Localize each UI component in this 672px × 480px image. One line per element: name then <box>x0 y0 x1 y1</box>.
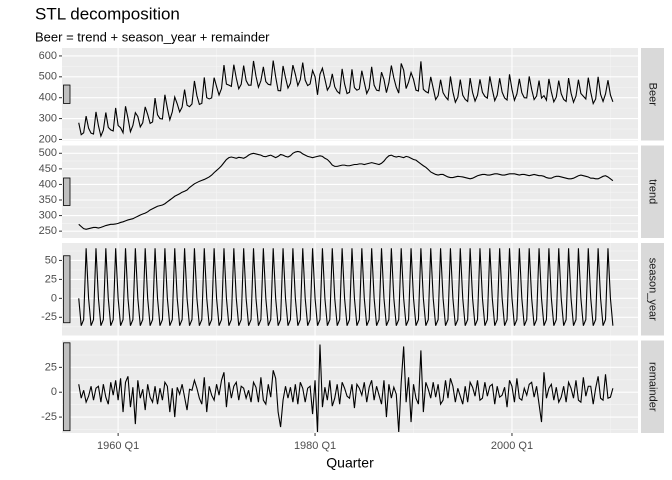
strip-label: season_year <box>647 258 659 321</box>
y-tick-label: 250 <box>39 225 57 237</box>
y-tick-label: 500 <box>39 71 57 83</box>
panel-background <box>62 243 638 336</box>
scale-bar <box>63 255 71 324</box>
y-tick-label: 50 <box>45 254 57 266</box>
chart-title: STL decomposition <box>35 4 180 23</box>
y-tick-label: 0 <box>51 292 57 304</box>
x-tick-label: 1960 Q1 <box>97 440 139 452</box>
y-tick-label: 400 <box>39 92 57 104</box>
y-tick-label: 200 <box>39 133 57 145</box>
x-axis-label: Quarter <box>326 455 374 471</box>
scale-bar <box>63 177 71 206</box>
strip-label: Beer <box>647 83 659 107</box>
series-line <box>78 150 614 230</box>
y-tick-label: 600 <box>39 50 57 62</box>
panel-background <box>62 48 638 141</box>
panel-background <box>62 145 638 238</box>
y-tick-label: 450 <box>39 163 57 175</box>
strip <box>641 48 664 141</box>
chart-subtitle: Beer = trend + season_year + remainder <box>35 29 270 44</box>
strip-label: remainder <box>647 362 659 412</box>
y-tick-label: 300 <box>39 209 57 221</box>
strip-label: trend <box>647 179 659 204</box>
y-tick-label: 350 <box>39 194 57 206</box>
y-tick-label: -25 <box>41 411 57 423</box>
strip <box>641 340 664 433</box>
y-tick-label: -25 <box>41 311 57 323</box>
y-tick-label: 25 <box>45 361 57 373</box>
series-line <box>78 344 614 433</box>
y-tick-label: 300 <box>39 112 57 124</box>
y-tick-label: 400 <box>39 178 57 190</box>
strip <box>641 145 664 238</box>
series-line <box>78 60 614 138</box>
strip <box>641 243 664 336</box>
x-tick-label: 1980 Q1 <box>294 440 336 452</box>
y-tick-label: 0 <box>51 386 57 398</box>
scale-bar <box>63 84 71 104</box>
y-tick-label: 500 <box>39 147 57 159</box>
series-line <box>78 248 614 326</box>
scale-bar <box>63 342 71 432</box>
x-tick-label: 2000 Q1 <box>491 440 533 452</box>
y-tick-label: 25 <box>45 273 57 285</box>
